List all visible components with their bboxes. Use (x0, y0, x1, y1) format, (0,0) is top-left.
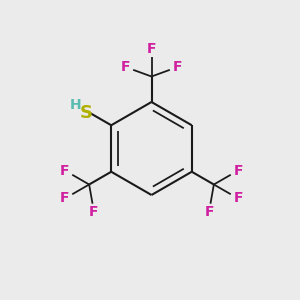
Text: F: F (89, 205, 99, 219)
Text: F: F (121, 60, 130, 74)
Text: F: F (60, 191, 70, 206)
Text: H: H (70, 98, 81, 112)
Text: F: F (233, 164, 243, 178)
Text: F: F (173, 60, 182, 74)
Text: F: F (233, 191, 243, 206)
Text: F: F (204, 205, 214, 219)
Text: F: F (60, 164, 70, 178)
Text: S: S (80, 103, 93, 122)
Text: F: F (147, 42, 156, 56)
